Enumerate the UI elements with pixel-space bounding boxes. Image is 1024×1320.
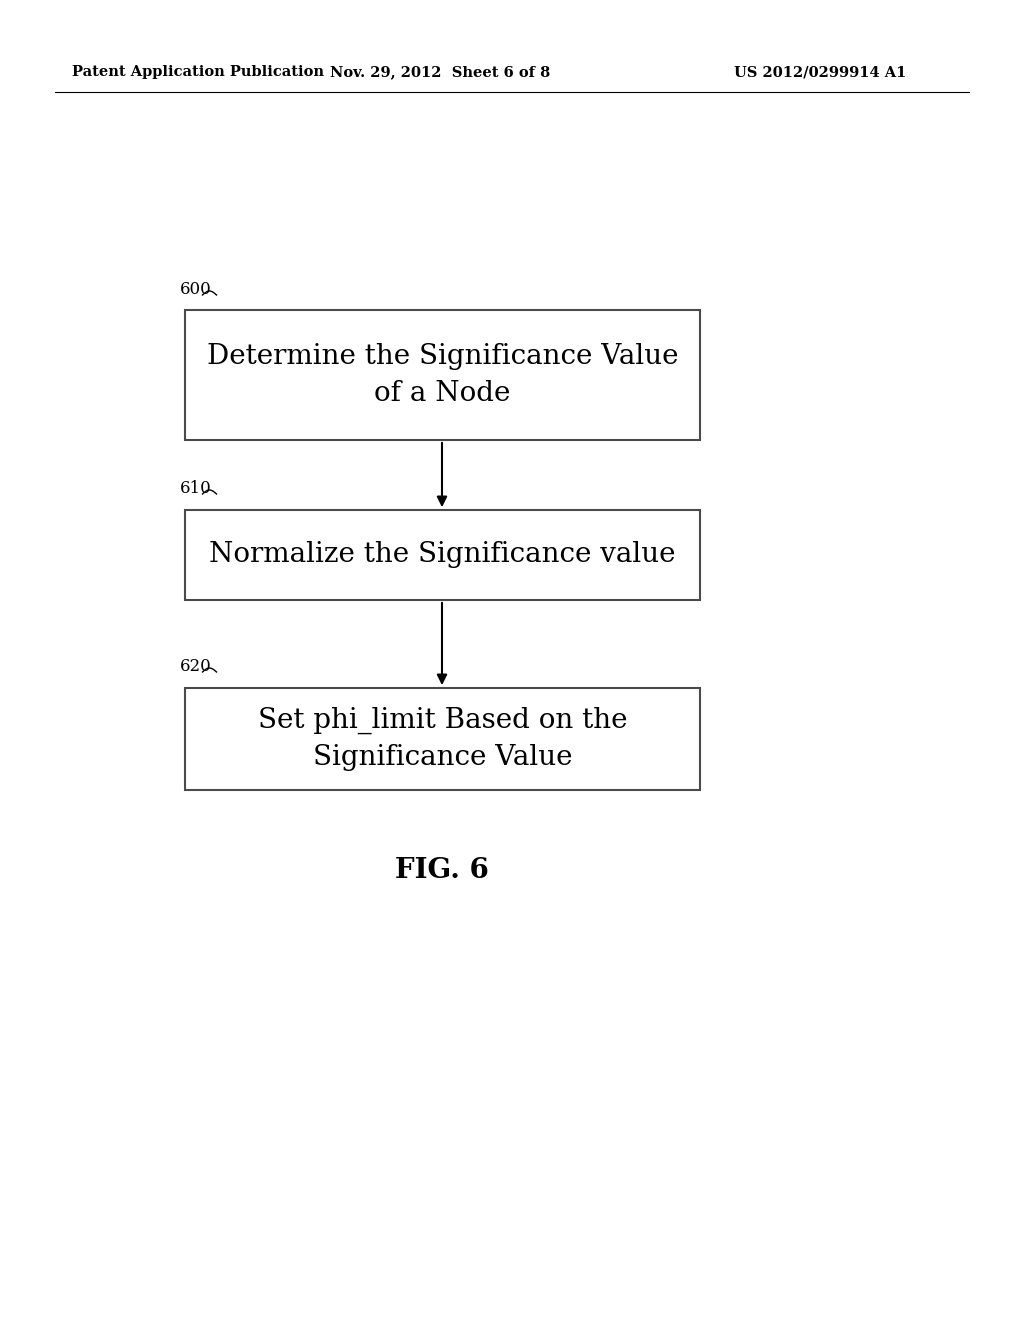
FancyBboxPatch shape [185, 510, 700, 601]
Text: 610: 610 [180, 480, 212, 498]
Text: 620: 620 [180, 657, 212, 675]
Text: Patent Application Publication: Patent Application Publication [72, 65, 324, 79]
Text: 600: 600 [180, 281, 212, 298]
Text: Nov. 29, 2012  Sheet 6 of 8: Nov. 29, 2012 Sheet 6 of 8 [330, 65, 550, 79]
Text: FIG. 6: FIG. 6 [395, 857, 488, 883]
FancyBboxPatch shape [185, 688, 700, 789]
Text: Determine the Significance Value
of a Node: Determine the Significance Value of a No… [207, 343, 678, 408]
Text: US 2012/0299914 A1: US 2012/0299914 A1 [734, 65, 906, 79]
Text: Normalize the Significance value: Normalize the Significance value [209, 541, 676, 569]
Text: Set phi_limit Based on the
Significance Value: Set phi_limit Based on the Significance … [258, 706, 628, 771]
FancyBboxPatch shape [185, 310, 700, 440]
